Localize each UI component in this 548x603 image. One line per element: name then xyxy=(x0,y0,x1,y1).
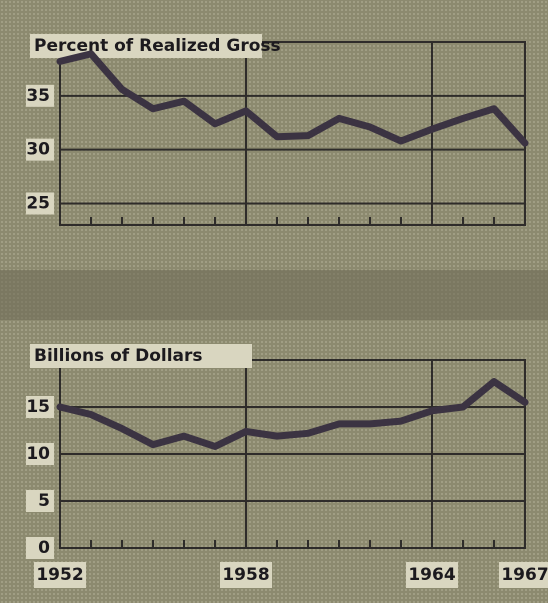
x-tick-label: 1964 xyxy=(408,565,455,585)
y-tick-label: 35 xyxy=(26,86,50,106)
chart-title: Billions of Dollars xyxy=(34,346,203,366)
y-tick-label: 0 xyxy=(38,538,50,558)
x-tick-label: 1958 xyxy=(222,565,269,585)
x-tick-label: 1952 xyxy=(36,565,83,585)
x-tick-label: 1967 xyxy=(501,565,548,585)
chart-title: Percent of Realized Gross xyxy=(34,36,281,56)
y-tick-label: 25 xyxy=(26,193,50,213)
separator-band xyxy=(0,270,548,320)
chart-page: 25 30 35 Percent of Realized Gross 0 5 10 15 195… xyxy=(0,0,548,603)
y-tick-label: 15 xyxy=(26,397,50,417)
y-tick-label: 5 xyxy=(38,491,50,511)
y-tick-label: 30 xyxy=(26,140,50,160)
y-tick-label: 10 xyxy=(26,444,50,464)
